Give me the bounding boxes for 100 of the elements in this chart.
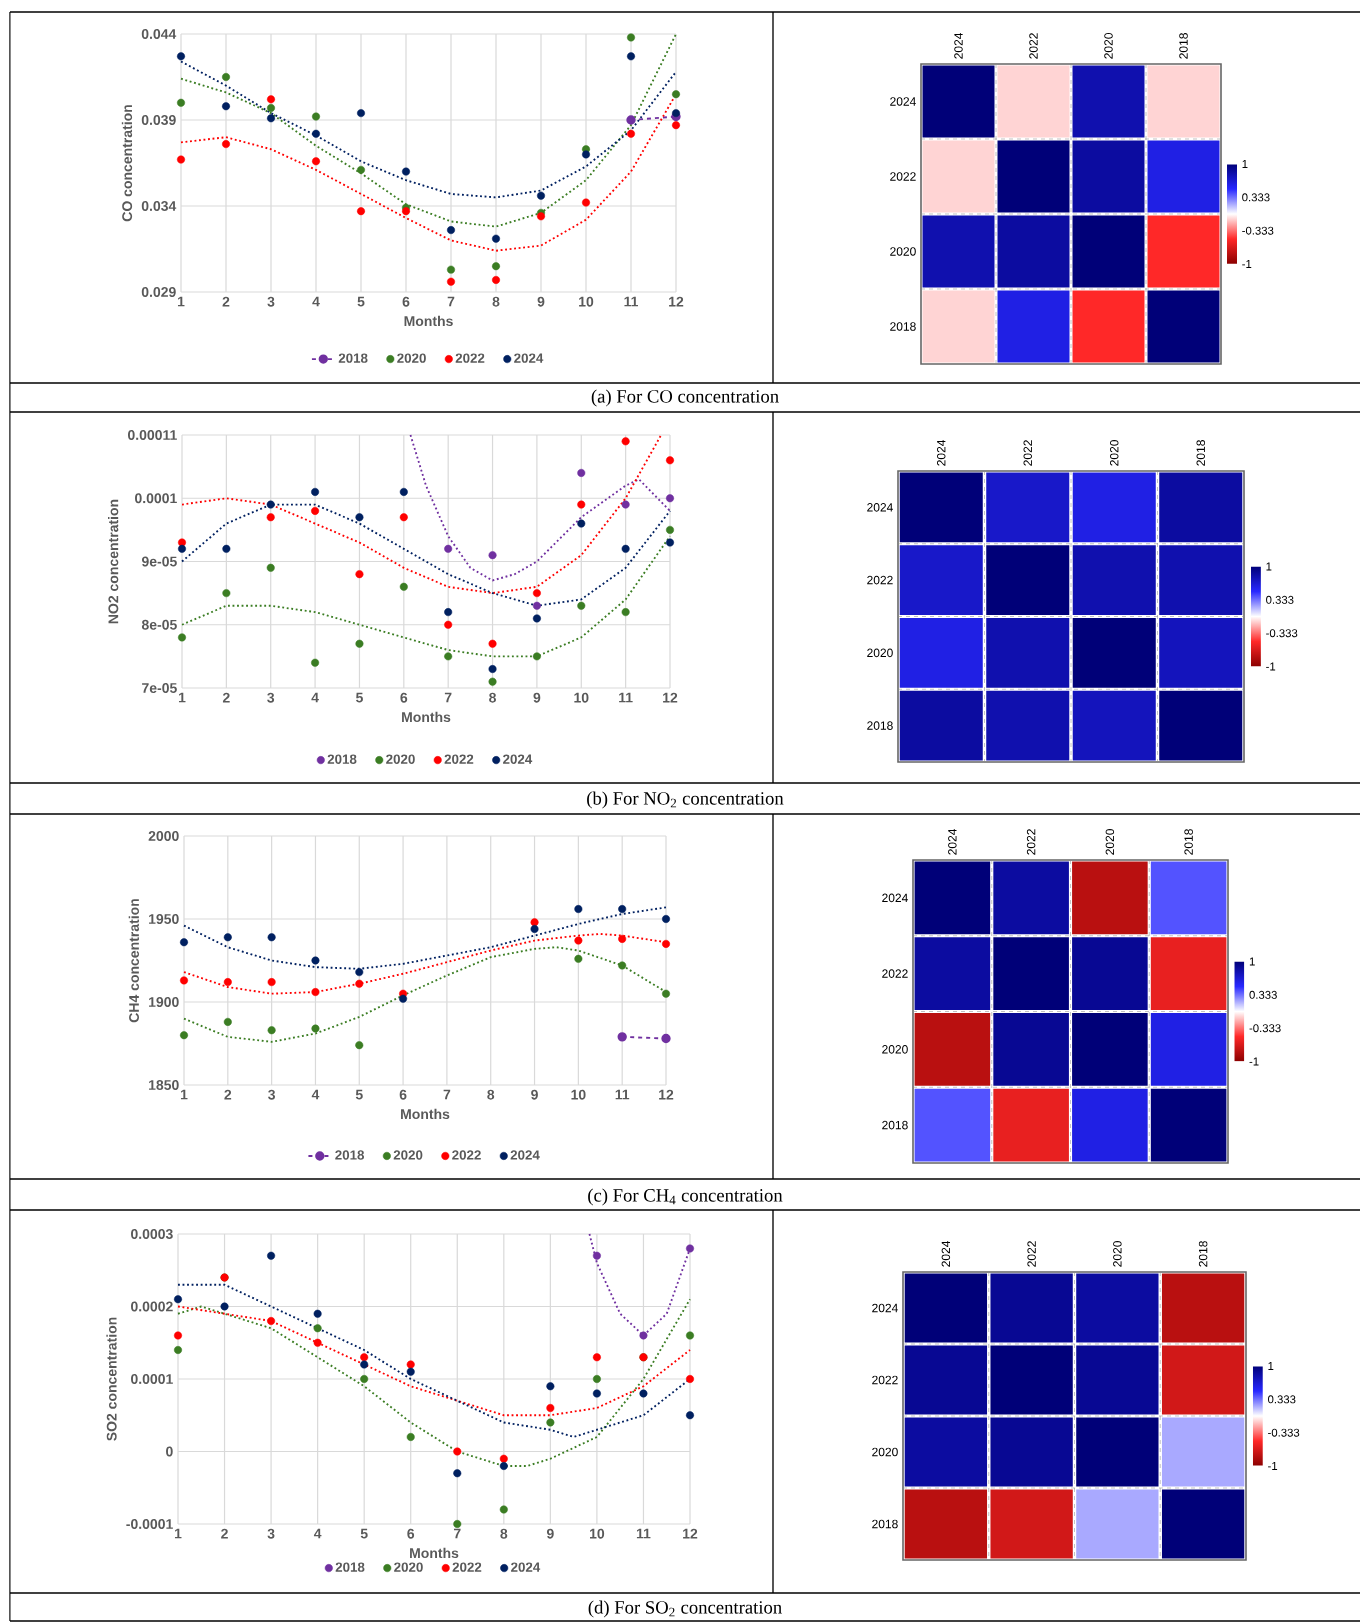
y-tick-label: 2024 bbox=[890, 97, 917, 106]
color-bar-label: -0.333 bbox=[1249, 1024, 1281, 1033]
text: (c) For CH$_{4}$ concentration bbox=[588, 1188, 783, 1206]
color-bar-label: 0.333 bbox=[1268, 1395, 1296, 1404]
legend-label: 2020 bbox=[393, 1150, 423, 1160]
x-tick-label: 2020 bbox=[1104, 33, 1113, 59]
color-bar-label: 0.333 bbox=[1249, 990, 1278, 999]
x-tick-label: 2 bbox=[224, 1089, 232, 1100]
x-tick-label: 2022 bbox=[1027, 829, 1036, 855]
x-tick-label: 2 bbox=[222, 296, 230, 307]
color-bar-label: 0.333 bbox=[1242, 193, 1270, 202]
y-tick-label: 7e-05 bbox=[142, 683, 178, 693]
x-tick-label: 2020 bbox=[1110, 440, 1119, 466]
x-tick-label: 8 bbox=[500, 1528, 508, 1539]
x-tick-label: 5 bbox=[360, 1528, 368, 1539]
x-axis-title: Months bbox=[402, 711, 451, 723]
x-tick-label: 4 bbox=[312, 296, 320, 307]
y-tick-label: 1850 bbox=[149, 1080, 179, 1090]
y-tick-label: 2024 bbox=[882, 893, 909, 903]
x-tick-label: 9 bbox=[547, 1528, 554, 1539]
x-tick-label: 5 bbox=[356, 692, 364, 703]
x-axis-title: Months bbox=[410, 1547, 459, 1559]
x-tick-label: 7 bbox=[447, 296, 455, 307]
y-tick-label: -0.0001 bbox=[126, 1519, 174, 1529]
x-tick-label: 2022 bbox=[1023, 440, 1033, 466]
color-bar-label: -1 bbox=[1266, 662, 1276, 671]
y-tick-label: 0.0002 bbox=[131, 1301, 173, 1312]
y-tick-label: 2024 bbox=[872, 1303, 899, 1313]
x-tick-label: 11 bbox=[637, 1528, 651, 1539]
x-tick-label: 2 bbox=[221, 1528, 229, 1539]
y-tick-label: 1950 bbox=[149, 914, 179, 924]
x-tick-label: 2022 bbox=[1029, 33, 1038, 59]
color-bar-label: -0.333 bbox=[1268, 1428, 1300, 1437]
y-tick-label: 2022 bbox=[890, 172, 916, 181]
x-tick-label: 9 bbox=[531, 1089, 539, 1100]
legend-label: 2024 bbox=[514, 353, 544, 363]
x-tick-label: 7 bbox=[454, 1528, 461, 1539]
y-tick-label: 0.0001 bbox=[131, 1374, 174, 1384]
color-bar-label: 0.333 bbox=[1266, 595, 1294, 604]
y-tick-label: 0.00011 bbox=[128, 430, 178, 440]
legend-label: 2018 bbox=[327, 754, 357, 764]
legend-label: 2024 bbox=[503, 754, 533, 764]
x-tick-label: 1 bbox=[179, 692, 186, 703]
legend-label: 2022 bbox=[452, 1562, 482, 1572]
x-tick-label: 2020 bbox=[1113, 1241, 1122, 1267]
y-tick-label: 2018 bbox=[882, 1120, 908, 1130]
x-tick-label: 8 bbox=[489, 692, 497, 703]
y-tick-label: 2000 bbox=[148, 831, 179, 841]
x-tick-label: 7 bbox=[443, 1089, 451, 1100]
legend-label: 2022 bbox=[444, 754, 474, 764]
y-tick-label: 2020 bbox=[867, 648, 893, 658]
x-tick-label: 7 bbox=[445, 692, 452, 703]
y-tick-label: 0.0003 bbox=[131, 1229, 173, 1239]
x-tick-label: 1 bbox=[178, 296, 185, 307]
y-axis-title: CO concentration bbox=[121, 105, 133, 222]
x-tick-label: 2018 bbox=[1199, 1241, 1208, 1267]
color-bar-label: -1 bbox=[1249, 1057, 1259, 1066]
x-tick-label: 8 bbox=[487, 1089, 495, 1100]
y-tick-label: 2020 bbox=[872, 1447, 898, 1457]
x-tick-label: 2018 bbox=[1196, 440, 1206, 466]
x-tick-label: 2018 bbox=[1179, 33, 1188, 59]
x-tick-label: 2 bbox=[223, 692, 230, 703]
x-tick-label: 3 bbox=[268, 1089, 276, 1100]
x-tick-label: 9 bbox=[537, 296, 545, 307]
color-bar-label: 1 bbox=[1268, 1362, 1274, 1370]
y-tick-label: 2018 bbox=[867, 721, 893, 730]
y-tick-label: 1900 bbox=[149, 997, 179, 1007]
x-tick-label: 6 bbox=[407, 1528, 415, 1539]
y-tick-label: 0.029 bbox=[141, 287, 176, 297]
x-tick-label: 1 bbox=[175, 1528, 182, 1539]
x-tick-label: 12 bbox=[663, 692, 678, 703]
x-tick-label: 3 bbox=[267, 1528, 275, 1539]
legend-label: 2020 bbox=[397, 353, 427, 363]
x-tick-label: 4 bbox=[311, 692, 320, 703]
x-tick-label: 12 bbox=[669, 296, 684, 307]
legend-label: 2018 bbox=[335, 1150, 365, 1160]
x-tick-label: 2018 bbox=[1184, 829, 1194, 855]
x-tick-label: 6 bbox=[399, 1089, 407, 1100]
legend-label: 2018 bbox=[338, 353, 368, 363]
color-bar-label: -1 bbox=[1268, 1462, 1278, 1470]
y-tick-label: 9e-05 bbox=[142, 556, 178, 567]
x-tick-label: 8 bbox=[492, 296, 500, 307]
y-tick-label: 2022 bbox=[882, 969, 908, 978]
x-tick-label: 2024 bbox=[948, 828, 957, 855]
x-tick-label: 12 bbox=[683, 1528, 698, 1539]
x-tick-label: 12 bbox=[659, 1089, 674, 1100]
x-tick-label: 4 bbox=[314, 1528, 322, 1539]
y-tick-label: 0 bbox=[166, 1446, 173, 1457]
x-tick-label: 2022 bbox=[1027, 1241, 1037, 1267]
x-axis-title: Months bbox=[404, 315, 453, 327]
y-tick-label: 0.034 bbox=[141, 201, 177, 211]
text: (b) For NO$_{2}$ concentration bbox=[587, 791, 784, 809]
y-tick-label: 0.039 bbox=[141, 115, 176, 125]
legend-label: 2022 bbox=[452, 1150, 481, 1160]
x-tick-label: 9 bbox=[533, 692, 541, 703]
legend-label: 2024 bbox=[511, 1562, 541, 1572]
color-bar-label: 1 bbox=[1250, 957, 1255, 966]
x-tick-label: 2024 bbox=[941, 1240, 951, 1267]
y-tick-label: 2020 bbox=[882, 1045, 908, 1054]
x-tick-label: 10 bbox=[590, 1528, 605, 1539]
